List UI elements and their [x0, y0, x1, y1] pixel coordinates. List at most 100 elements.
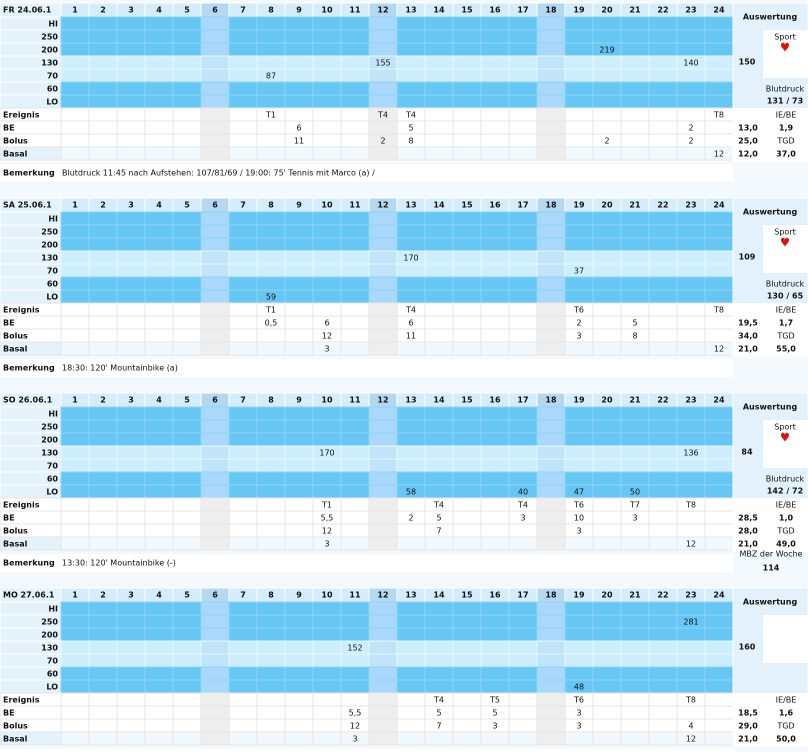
hour-label: 1 [72, 591, 78, 600]
sport-label: Sport [774, 228, 795, 237]
glucose-cell [200, 276, 230, 291]
hour-label: 21 [629, 6, 641, 15]
entry-cell [368, 536, 398, 551]
glucose-cell [592, 16, 622, 31]
glucose-cell [368, 471, 398, 486]
glucose-cell [536, 484, 566, 499]
glucose-cell [424, 263, 454, 278]
hour-label: 16 [489, 396, 501, 405]
entry-cell [340, 341, 370, 356]
entry-cell [144, 107, 174, 122]
entry-cell [312, 146, 342, 161]
entry-value: 3 [576, 709, 581, 718]
glucose-cell [592, 94, 622, 109]
entry-cell [340, 302, 370, 317]
hour-label: 8 [268, 6, 274, 15]
entry-cell [648, 692, 678, 707]
glucose-cell [284, 250, 314, 265]
entry-cell [676, 523, 706, 538]
entry-value: 5,5 [321, 514, 334, 523]
remark-row [0, 554, 733, 572]
entry-cell [144, 497, 174, 512]
glucose-cell [172, 406, 202, 421]
glucose-cell [200, 666, 230, 681]
hour-label: 17 [517, 396, 528, 405]
glucose-value: 37 [574, 267, 584, 276]
entry-cell [172, 497, 202, 512]
glucose-cell [704, 276, 734, 291]
glucose-cell [508, 406, 538, 421]
glucose-cell [368, 679, 398, 694]
entry-cell [620, 302, 650, 317]
entry-cell [396, 497, 426, 512]
glucose-cell [144, 679, 174, 694]
glucose-cell [508, 211, 538, 226]
glucose-cell [536, 237, 566, 252]
entry-cell [564, 133, 594, 148]
glucose-cell [648, 250, 678, 265]
entry-cell [620, 536, 650, 551]
entry-cell [256, 523, 286, 538]
entry-value: 12 [322, 332, 332, 341]
entry-cell [60, 705, 90, 720]
entry-value: 2 [576, 319, 581, 328]
glucose-cell [396, 458, 426, 473]
entry-cell [200, 523, 230, 538]
glucose-cell [116, 627, 146, 642]
entry-cell [256, 718, 286, 733]
glucose-cell [480, 640, 510, 655]
entry-cell [144, 536, 174, 551]
glucose-cell [312, 276, 342, 291]
glucose-cell [284, 16, 314, 31]
entry-cell [312, 692, 342, 707]
glucose-cell [620, 666, 650, 681]
hour-label: 3 [128, 201, 134, 210]
glucose-cell [256, 224, 286, 239]
entry-label: Bolus [3, 332, 28, 341]
glucose-cell [200, 68, 230, 83]
entry-value: 3 [632, 514, 637, 523]
glucose-cell [480, 445, 510, 460]
entry-cell [88, 497, 118, 512]
glucose-cell [60, 614, 90, 629]
glucose-cell [676, 640, 706, 655]
hour-label: 23 [685, 591, 696, 600]
entry-cell [200, 107, 230, 122]
glucose-cell [424, 419, 454, 434]
entry-cell [116, 705, 146, 720]
entry-cell [592, 341, 622, 356]
row-label: HI [48, 410, 58, 419]
entry-cell [648, 133, 678, 148]
glucose-cell [536, 445, 566, 460]
glucose-cell [508, 276, 538, 291]
glucose-cell [648, 16, 678, 31]
entry-cell [228, 328, 258, 343]
glucose-cell [648, 289, 678, 304]
entry-cell [452, 315, 482, 330]
glucose-cell [228, 614, 258, 629]
entry-cell [256, 731, 286, 746]
entry-cell [620, 133, 650, 148]
glucose-cell [200, 627, 230, 642]
entry-cell [564, 536, 594, 551]
entry-cell [60, 302, 90, 317]
glucose-cell [144, 42, 174, 57]
glucose-cell [676, 471, 706, 486]
row-label: 200 [41, 631, 58, 640]
entry-cell [452, 107, 482, 122]
entry-cell [340, 146, 370, 161]
glucose-cell [564, 419, 594, 434]
entry-cell [648, 718, 678, 733]
glucose-cell [704, 237, 734, 252]
glucose-cell [508, 627, 538, 642]
glucose-cell [340, 653, 370, 668]
glucose-cell [480, 94, 510, 109]
glucose-cell [284, 406, 314, 421]
glucose-cell [60, 237, 90, 252]
glucose-value: 170 [319, 449, 334, 458]
hour-label: 18 [545, 201, 557, 210]
glucose-cell [704, 458, 734, 473]
glucose-cell [648, 406, 678, 421]
entry-cell [704, 731, 734, 746]
glucose-cell [172, 276, 202, 291]
